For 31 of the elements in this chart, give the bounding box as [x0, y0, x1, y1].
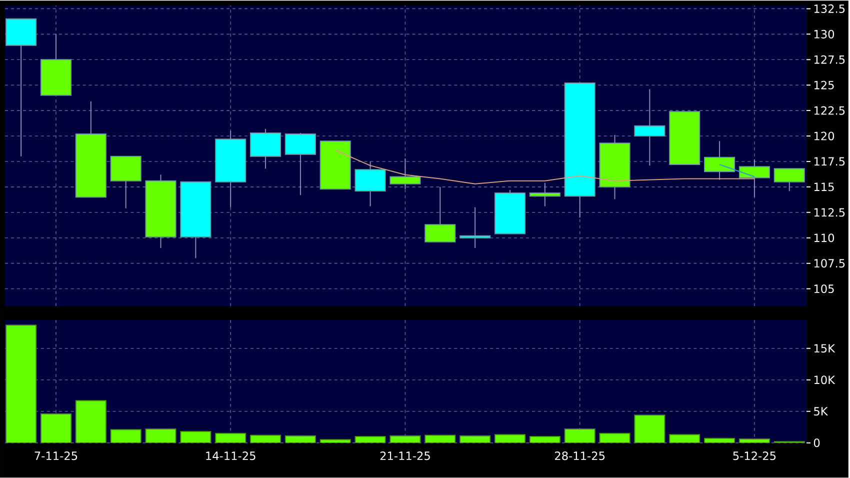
y-tick-label: 125	[814, 80, 834, 90]
y-tick-label: 105	[814, 284, 834, 294]
y-tick-label: 115	[814, 182, 834, 192]
y-tick-label: 117.5	[814, 157, 845, 166]
bar	[146, 429, 176, 443]
candlestick	[634, 88, 666, 166]
y-tick-label: 0	[814, 438, 820, 448]
y-tick-label: 110	[814, 234, 834, 242]
y-tick-label: 107.5	[814, 259, 845, 268]
y-tick-label: 5K	[814, 407, 828, 416]
bar	[6, 325, 36, 443]
x-tick-label: 21-11-25	[380, 452, 430, 460]
y-tick-label: 132.5	[814, 4, 845, 14]
x-tick-label: 5-12-25	[733, 452, 776, 460]
bar	[634, 415, 665, 443]
bar	[76, 400, 106, 443]
candlestick	[529, 182, 560, 207]
bar	[564, 429, 595, 443]
bar	[110, 430, 141, 443]
x-tick-label: 7-11-25	[34, 452, 78, 460]
bar	[40, 414, 71, 443]
y-tick-label: 127.5	[814, 55, 845, 64]
x-tick-label: 28-11-25	[555, 452, 604, 460]
y-tick-label: 122.5	[814, 106, 845, 115]
y-tick-label: 120	[814, 132, 834, 140]
candlestick	[460, 206, 491, 249]
x-tick-label: 14-11-25	[206, 452, 256, 460]
y-tick-label: 112.5	[814, 208, 845, 217]
y-tick-label: 10K	[814, 376, 836, 384]
y-tick-label: 15K	[814, 344, 836, 353]
y-tick-label: 130	[814, 30, 834, 39]
